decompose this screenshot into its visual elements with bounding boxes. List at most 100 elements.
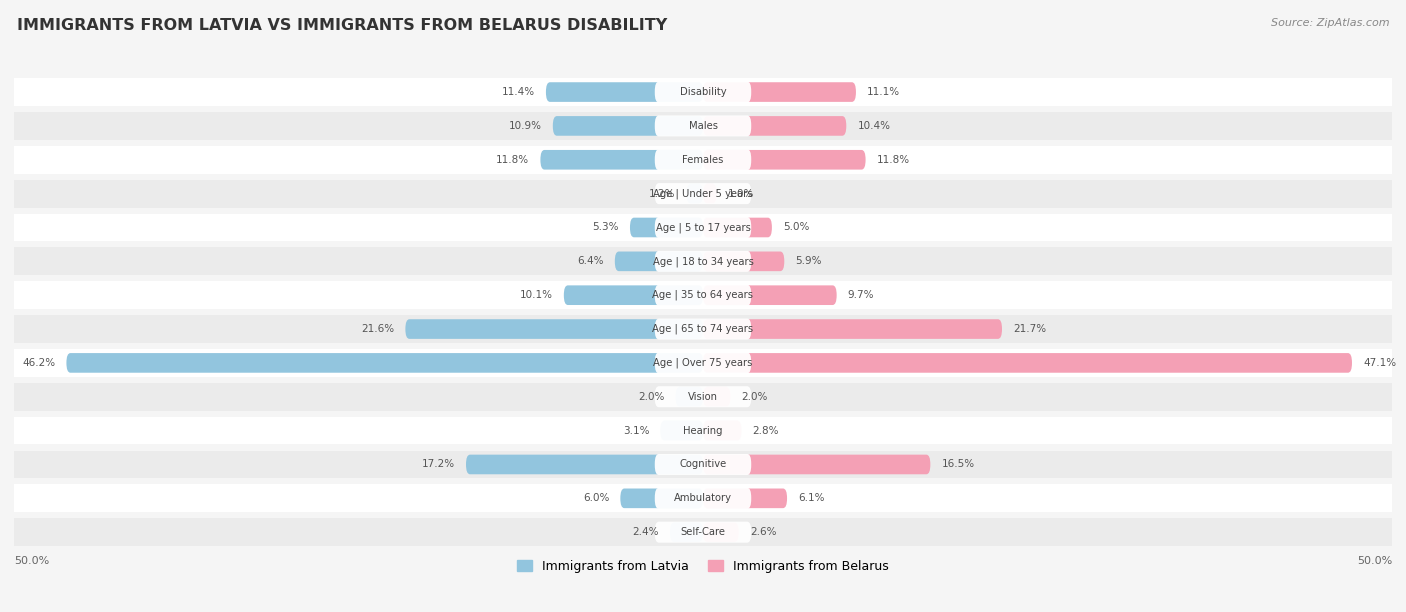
FancyBboxPatch shape: [564, 285, 703, 305]
Text: 21.6%: 21.6%: [361, 324, 394, 334]
Text: Ambulatory: Ambulatory: [673, 493, 733, 503]
FancyBboxPatch shape: [703, 116, 846, 136]
FancyBboxPatch shape: [614, 252, 703, 271]
Text: 47.1%: 47.1%: [1362, 358, 1396, 368]
FancyBboxPatch shape: [655, 521, 751, 543]
Text: 2.4%: 2.4%: [633, 527, 659, 537]
Text: 10.1%: 10.1%: [520, 290, 553, 300]
FancyBboxPatch shape: [465, 455, 703, 474]
Text: Females: Females: [682, 155, 724, 165]
FancyBboxPatch shape: [655, 183, 751, 204]
FancyBboxPatch shape: [655, 251, 751, 272]
Text: 3.1%: 3.1%: [623, 425, 650, 436]
Text: Age | 35 to 64 years: Age | 35 to 64 years: [652, 290, 754, 300]
FancyBboxPatch shape: [703, 488, 787, 508]
Text: 2.6%: 2.6%: [749, 527, 776, 537]
Text: 11.8%: 11.8%: [496, 155, 530, 165]
FancyBboxPatch shape: [703, 218, 772, 237]
FancyBboxPatch shape: [655, 319, 751, 340]
Text: 5.0%: 5.0%: [783, 223, 810, 233]
FancyBboxPatch shape: [703, 387, 731, 406]
Text: 9.7%: 9.7%: [848, 290, 875, 300]
Text: Age | 5 to 17 years: Age | 5 to 17 years: [655, 222, 751, 233]
FancyBboxPatch shape: [703, 82, 856, 102]
FancyBboxPatch shape: [14, 146, 1392, 174]
Text: Age | 18 to 34 years: Age | 18 to 34 years: [652, 256, 754, 267]
FancyBboxPatch shape: [655, 386, 751, 407]
FancyBboxPatch shape: [620, 488, 703, 508]
FancyBboxPatch shape: [655, 488, 751, 509]
Text: IMMIGRANTS FROM LATVIA VS IMMIGRANTS FROM BELARUS DISABILITY: IMMIGRANTS FROM LATVIA VS IMMIGRANTS FRO…: [17, 18, 666, 34]
Text: 21.7%: 21.7%: [1012, 324, 1046, 334]
Text: Age | 65 to 74 years: Age | 65 to 74 years: [652, 324, 754, 334]
Text: 11.4%: 11.4%: [502, 87, 534, 97]
FancyBboxPatch shape: [655, 285, 751, 305]
Text: 2.8%: 2.8%: [752, 425, 779, 436]
FancyBboxPatch shape: [540, 150, 703, 170]
FancyBboxPatch shape: [655, 116, 751, 136]
Text: 46.2%: 46.2%: [22, 358, 55, 368]
FancyBboxPatch shape: [14, 417, 1392, 444]
FancyBboxPatch shape: [553, 116, 703, 136]
FancyBboxPatch shape: [655, 81, 751, 103]
FancyBboxPatch shape: [14, 282, 1392, 309]
Text: 6.4%: 6.4%: [578, 256, 603, 266]
Text: Vision: Vision: [688, 392, 718, 401]
Text: Males: Males: [689, 121, 717, 131]
FancyBboxPatch shape: [703, 319, 1002, 339]
Text: 50.0%: 50.0%: [14, 556, 49, 566]
FancyBboxPatch shape: [655, 149, 751, 170]
FancyBboxPatch shape: [703, 252, 785, 271]
Text: Hearing: Hearing: [683, 425, 723, 436]
FancyBboxPatch shape: [14, 349, 1392, 377]
FancyBboxPatch shape: [703, 421, 741, 441]
FancyBboxPatch shape: [14, 315, 1392, 343]
FancyBboxPatch shape: [66, 353, 703, 373]
FancyBboxPatch shape: [655, 420, 751, 441]
Text: 1.2%: 1.2%: [650, 188, 675, 199]
Text: Age | Over 75 years: Age | Over 75 years: [654, 357, 752, 368]
Text: 6.0%: 6.0%: [583, 493, 609, 503]
FancyBboxPatch shape: [14, 518, 1392, 546]
FancyBboxPatch shape: [14, 78, 1392, 106]
FancyBboxPatch shape: [703, 455, 931, 474]
FancyBboxPatch shape: [630, 218, 703, 237]
FancyBboxPatch shape: [703, 523, 738, 542]
FancyBboxPatch shape: [546, 82, 703, 102]
FancyBboxPatch shape: [405, 319, 703, 339]
FancyBboxPatch shape: [14, 214, 1392, 241]
Text: 10.4%: 10.4%: [858, 121, 890, 131]
Text: 5.3%: 5.3%: [592, 223, 619, 233]
FancyBboxPatch shape: [655, 217, 751, 238]
FancyBboxPatch shape: [703, 150, 866, 170]
Text: 16.5%: 16.5%: [942, 460, 974, 469]
Text: 5.9%: 5.9%: [796, 256, 823, 266]
FancyBboxPatch shape: [14, 112, 1392, 140]
Text: 11.1%: 11.1%: [868, 87, 900, 97]
FancyBboxPatch shape: [14, 485, 1392, 512]
FancyBboxPatch shape: [661, 421, 703, 441]
FancyBboxPatch shape: [14, 450, 1392, 479]
FancyBboxPatch shape: [655, 353, 751, 373]
Text: Disability: Disability: [679, 87, 727, 97]
FancyBboxPatch shape: [703, 353, 1353, 373]
Text: 50.0%: 50.0%: [1357, 556, 1392, 566]
Text: 10.9%: 10.9%: [509, 121, 541, 131]
FancyBboxPatch shape: [669, 523, 703, 542]
Text: 17.2%: 17.2%: [422, 460, 456, 469]
Legend: Immigrants from Latvia, Immigrants from Belarus: Immigrants from Latvia, Immigrants from …: [512, 555, 894, 578]
FancyBboxPatch shape: [14, 247, 1392, 275]
Text: 2.0%: 2.0%: [638, 392, 665, 401]
Text: 1.0%: 1.0%: [728, 188, 754, 199]
Text: Age | Under 5 years: Age | Under 5 years: [654, 188, 752, 199]
Text: 11.8%: 11.8%: [876, 155, 910, 165]
Text: Cognitive: Cognitive: [679, 460, 727, 469]
Text: Self-Care: Self-Care: [681, 527, 725, 537]
FancyBboxPatch shape: [703, 184, 717, 203]
FancyBboxPatch shape: [703, 285, 837, 305]
FancyBboxPatch shape: [14, 383, 1392, 411]
FancyBboxPatch shape: [655, 454, 751, 475]
Text: 2.0%: 2.0%: [741, 392, 768, 401]
Text: 6.1%: 6.1%: [799, 493, 824, 503]
Text: Source: ZipAtlas.com: Source: ZipAtlas.com: [1271, 18, 1389, 28]
